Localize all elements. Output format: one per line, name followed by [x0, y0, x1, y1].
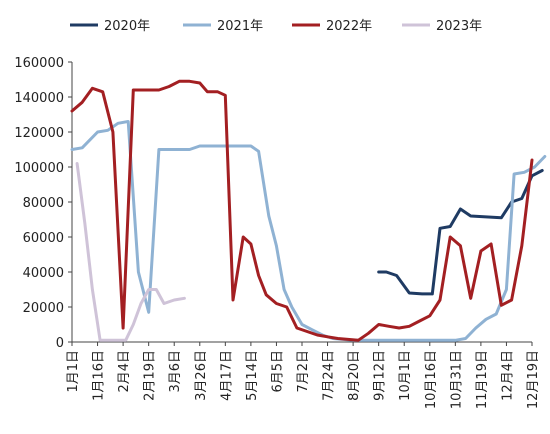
- series-line-2021年: [70, 120, 547, 342]
- x-tick-label: 7月2日: [296, 350, 311, 393]
- x-tick-label: 5月14日: [245, 350, 260, 401]
- y-tick-label: 80000: [23, 196, 64, 211]
- series-layer: [70, 79, 547, 342]
- legend-label: 2021年: [217, 19, 263, 34]
- y-tick-label: 0: [56, 336, 64, 351]
- x-tick-label: 6月5日: [270, 350, 285, 393]
- x-tick-label: 4月17日: [219, 350, 234, 401]
- x-axis-ticks: 1月1日 1月16日 2月4日 2月19日 3月6日 3月26日 4月17日 5月14日 6月5…: [66, 342, 541, 409]
- y-tick-label: 40000: [23, 266, 64, 281]
- legend: 2020年 2021年 2022年 2023年: [70, 19, 482, 34]
- x-tick-label: 3月6日: [168, 350, 183, 393]
- series-line-2022年: [70, 79, 534, 342]
- series-line-2020年: [377, 169, 544, 296]
- x-tick-label: 10月16日: [424, 350, 439, 409]
- x-tick-label: 12月4日: [500, 350, 515, 401]
- x-tick-label: 10月31日: [449, 350, 464, 409]
- y-axis-ticks: 0 20000 40000 60000 80000 100000 120000 140000 1…: [14, 56, 72, 351]
- legend-label: 2022年: [326, 19, 372, 34]
- legend-label: 2023年: [436, 19, 482, 34]
- legend-label: 2020年: [104, 19, 150, 34]
- y-tick-label: 140000: [14, 91, 64, 106]
- x-tick-label: 9月12日: [373, 350, 388, 401]
- x-tick-label: 7月24日: [322, 350, 337, 401]
- x-tick-label: 10月1日: [398, 350, 413, 401]
- x-tick-label: 2月4日: [117, 350, 132, 393]
- y-tick-label: 20000: [23, 301, 64, 316]
- y-tick-label: 100000: [14, 161, 64, 176]
- y-tick-label: 160000: [14, 56, 64, 71]
- x-tick-label: 12月19日: [526, 350, 541, 409]
- x-tick-label: 8月20日: [347, 350, 362, 401]
- x-tick-label: 2月19日: [143, 350, 158, 401]
- y-tick-label: 60000: [23, 231, 64, 246]
- x-tick-label: 3月26日: [194, 350, 209, 401]
- x-tick-label: 1月16日: [92, 350, 107, 401]
- x-tick-label: 1月1日: [66, 350, 81, 393]
- y-tick-label: 120000: [14, 126, 64, 141]
- axes: [71, 62, 532, 343]
- x-tick-label: 11月19日: [475, 350, 490, 409]
- series-line-2023年: [75, 162, 186, 342]
